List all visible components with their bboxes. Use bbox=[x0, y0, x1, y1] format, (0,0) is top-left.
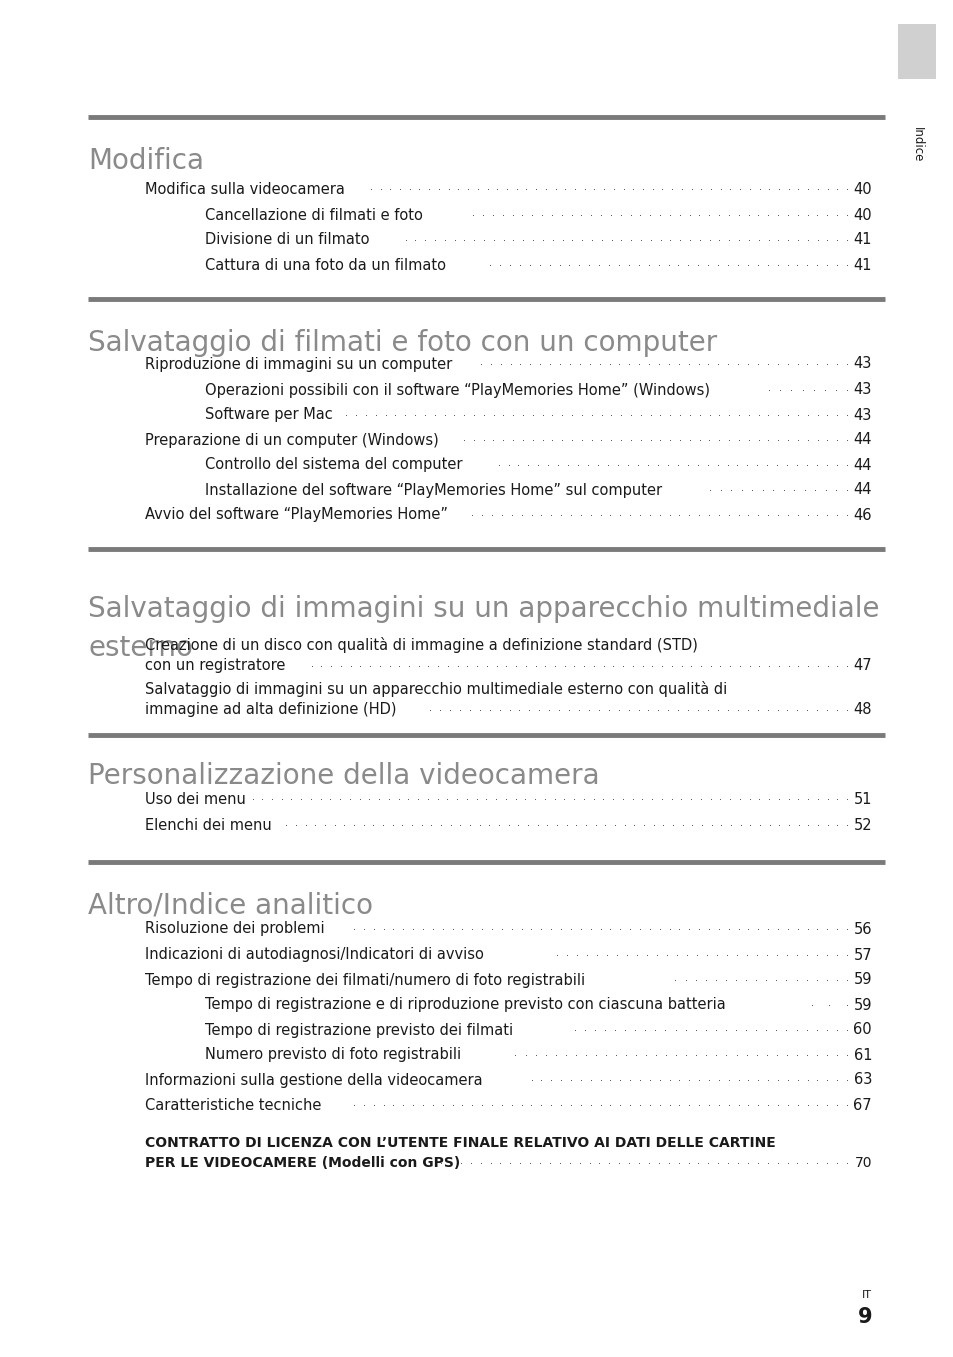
Text: Cattura di una foto da un filmato: Cattura di una foto da un filmato bbox=[205, 258, 446, 273]
Text: 56: 56 bbox=[853, 921, 871, 936]
Text: 47: 47 bbox=[853, 658, 871, 673]
Text: Creazione di un disco con qualità di immagine a definizione standard (STD): Creazione di un disco con qualità di imm… bbox=[145, 636, 698, 653]
Text: Controllo del sistema del computer: Controllo del sistema del computer bbox=[205, 457, 462, 472]
Text: Installazione del software “PlayMemories Home” sul computer: Installazione del software “PlayMemories… bbox=[205, 483, 661, 498]
Text: Salvataggio di filmati e foto con un computer: Salvataggio di filmati e foto con un com… bbox=[88, 328, 717, 357]
Text: IT: IT bbox=[862, 1291, 871, 1300]
Text: Avvio del software “PlayMemories Home”: Avvio del software “PlayMemories Home” bbox=[145, 508, 448, 522]
Text: 44: 44 bbox=[853, 433, 871, 448]
Text: immagine ad alta definizione (HD): immagine ad alta definizione (HD) bbox=[145, 703, 396, 718]
Text: Modifica sulla videocamera: Modifica sulla videocamera bbox=[145, 182, 345, 197]
Text: esterno: esterno bbox=[88, 634, 193, 662]
FancyBboxPatch shape bbox=[897, 24, 935, 79]
Text: Personalizzazione della videocamera: Personalizzazione della videocamera bbox=[88, 763, 599, 790]
Text: 48: 48 bbox=[853, 703, 871, 718]
Text: 70: 70 bbox=[854, 1156, 871, 1170]
Text: 43: 43 bbox=[853, 357, 871, 372]
Text: Uso dei menu: Uso dei menu bbox=[145, 791, 246, 806]
Text: 59: 59 bbox=[853, 973, 871, 988]
Text: Tempo di registrazione previsto dei filmati: Tempo di registrazione previsto dei film… bbox=[205, 1023, 513, 1038]
Text: 40: 40 bbox=[853, 182, 871, 197]
Text: 9: 9 bbox=[857, 1307, 871, 1327]
Text: Modifica: Modifica bbox=[88, 147, 204, 175]
Text: 67: 67 bbox=[853, 1098, 871, 1113]
Text: 51: 51 bbox=[853, 791, 871, 806]
Text: Tempo di registrazione e di riproduzione previsto con ciascuna batteria: Tempo di registrazione e di riproduzione… bbox=[205, 997, 725, 1012]
Text: 57: 57 bbox=[853, 947, 871, 962]
Text: 60: 60 bbox=[853, 1023, 871, 1038]
Text: 44: 44 bbox=[853, 457, 871, 472]
Text: Operazioni possibili con il software “PlayMemories Home” (Windows): Operazioni possibili con il software “Pl… bbox=[205, 383, 709, 398]
Text: Software per Mac: Software per Mac bbox=[205, 407, 333, 422]
Text: Salvataggio di immagini su un apparecchio multimediale: Salvataggio di immagini su un apparecchi… bbox=[88, 594, 879, 623]
Text: 59: 59 bbox=[853, 997, 871, 1012]
Text: 41: 41 bbox=[853, 258, 871, 273]
Text: Cancellazione di filmati e foto: Cancellazione di filmati e foto bbox=[205, 208, 422, 223]
Text: Altro/Indice analitico: Altro/Indice analitico bbox=[88, 892, 373, 920]
Text: 43: 43 bbox=[853, 383, 871, 398]
Text: 43: 43 bbox=[853, 407, 871, 422]
Text: Elenchi dei menu: Elenchi dei menu bbox=[145, 817, 272, 832]
Text: 44: 44 bbox=[853, 483, 871, 498]
Text: Divisione di un filmato: Divisione di un filmato bbox=[205, 232, 369, 247]
Text: CONTRATTO DI LICENZA CON L’UTENTE FINALE RELATIVO AI DATI DELLE CARTINE: CONTRATTO DI LICENZA CON L’UTENTE FINALE… bbox=[145, 1136, 775, 1149]
Text: Preparazione di un computer (Windows): Preparazione di un computer (Windows) bbox=[145, 433, 438, 448]
Text: con un registratore: con un registratore bbox=[145, 658, 285, 673]
Text: Informazioni sulla gestione della videocamera: Informazioni sulla gestione della videoc… bbox=[145, 1072, 482, 1087]
Text: 41: 41 bbox=[853, 232, 871, 247]
Text: 63: 63 bbox=[853, 1072, 871, 1087]
Text: Indice: Indice bbox=[909, 128, 923, 163]
Text: Risoluzione dei problemi: Risoluzione dei problemi bbox=[145, 921, 324, 936]
Text: Numero previsto di foto registrabili: Numero previsto di foto registrabili bbox=[205, 1048, 460, 1063]
Text: PER LE VIDEOCAMERE (Modelli con GPS): PER LE VIDEOCAMERE (Modelli con GPS) bbox=[145, 1156, 459, 1170]
Text: Indicazioni di autodiagnosi/Indicatori di avviso: Indicazioni di autodiagnosi/Indicatori d… bbox=[145, 947, 483, 962]
Text: Tempo di registrazione dei filmati/numero di foto registrabili: Tempo di registrazione dei filmati/numer… bbox=[145, 973, 584, 988]
Text: 52: 52 bbox=[853, 817, 871, 832]
Text: Riproduzione di immagini su un computer: Riproduzione di immagini su un computer bbox=[145, 357, 452, 372]
Text: 61: 61 bbox=[853, 1048, 871, 1063]
Text: Caratteristiche tecniche: Caratteristiche tecniche bbox=[145, 1098, 321, 1113]
Text: Salvataggio di immagini su un apparecchio multimediale esterno con qualità di: Salvataggio di immagini su un apparecchi… bbox=[145, 681, 726, 697]
Text: 46: 46 bbox=[853, 508, 871, 522]
Text: 40: 40 bbox=[853, 208, 871, 223]
